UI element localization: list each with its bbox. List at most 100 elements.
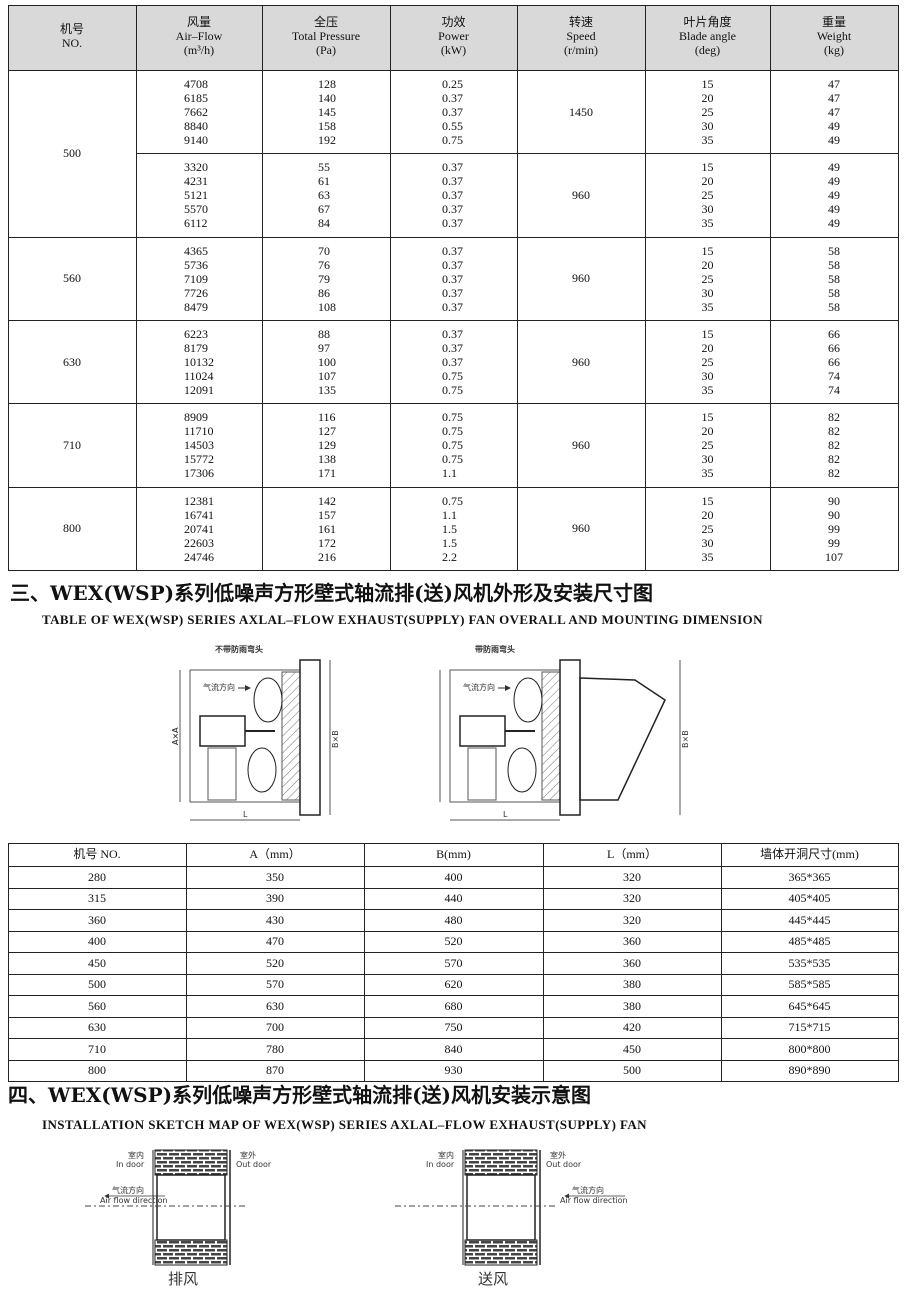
data-cell: 25 xyxy=(701,521,714,536)
motor xyxy=(199,715,246,747)
rule xyxy=(898,5,899,571)
data-cell: 70 xyxy=(318,243,330,258)
data-cell: 216 xyxy=(318,549,336,564)
dim-b: B×B xyxy=(331,730,340,748)
data-cell: 67 xyxy=(318,202,330,217)
data-cell: 315 xyxy=(88,891,106,905)
data-cell: 520 xyxy=(266,955,284,970)
header-cell: Blade angle xyxy=(679,29,736,43)
blade xyxy=(513,677,543,723)
data-cell: 585*585 xyxy=(788,977,831,991)
data-cell: 145 xyxy=(318,105,336,119)
outdoor: Out door xyxy=(546,1160,582,1169)
outdoor: 室外 xyxy=(240,1150,256,1160)
header-cell: 机号 xyxy=(59,22,84,36)
data-cell: 500 xyxy=(88,977,106,991)
data-cell: 12381 xyxy=(184,493,214,508)
rule xyxy=(186,843,187,1082)
data-cell: 86 xyxy=(318,285,330,300)
rule xyxy=(390,5,391,571)
data-cell: 800 xyxy=(88,1063,106,1077)
model-cell: 710 xyxy=(63,438,81,452)
header-cell: (deg) xyxy=(694,43,721,57)
data-cell: 700 xyxy=(266,1020,284,1034)
data-cell: 0.37 xyxy=(442,285,463,300)
data-cell: 400 xyxy=(88,934,106,948)
data-cell: 11024 xyxy=(184,369,214,383)
data-cell: 0.37 xyxy=(442,105,463,119)
data-cell: 76 xyxy=(318,257,330,272)
data-cell: 930 xyxy=(444,1063,463,1077)
data-cell: 470 xyxy=(266,934,284,948)
flow-label: 气流方向 xyxy=(203,682,235,692)
data-cell: 90 xyxy=(828,493,840,508)
flow: Air flow direction xyxy=(560,1196,628,1205)
data-cell: 0.75 xyxy=(442,493,463,508)
data-cell: 10132 xyxy=(184,355,214,369)
data-cell: 320 xyxy=(623,869,641,884)
rule xyxy=(136,5,137,571)
rule xyxy=(8,570,898,571)
data-cell: 0.37 xyxy=(442,216,463,231)
drawing-label: 不带防雨弯头 xyxy=(215,644,263,654)
data-cell: 8179 xyxy=(184,341,208,355)
data-cell: 66 xyxy=(828,355,840,369)
rule xyxy=(517,5,518,571)
header-cell: 转速 xyxy=(568,15,593,29)
data-cell: 7109 xyxy=(184,271,208,286)
data-cell: 570 xyxy=(444,955,463,970)
wall xyxy=(154,1149,228,1176)
dim-a: A×A xyxy=(171,727,180,745)
data-cell: 360 xyxy=(623,934,641,948)
data-cell: 25 xyxy=(701,438,714,453)
rule xyxy=(364,843,365,1082)
data-cell: 0.37 xyxy=(442,355,463,369)
data-cell: 680 xyxy=(444,998,463,1013)
data-cell: 140 xyxy=(318,91,336,105)
data-cell: 35 xyxy=(701,383,714,397)
data-cell: 570 xyxy=(266,977,284,991)
data-cell: 630 xyxy=(266,998,284,1013)
rule xyxy=(8,5,898,6)
data-cell: 128 xyxy=(318,77,336,91)
data-cell: 49 xyxy=(828,160,840,175)
data-cell: 49 xyxy=(828,216,840,231)
header-cell: 全压 xyxy=(313,15,338,29)
data-cell: 30 xyxy=(701,535,714,550)
data-cell: 116 xyxy=(318,410,336,425)
rule xyxy=(262,5,263,571)
data-cell: 0.25 xyxy=(442,77,463,91)
base xyxy=(467,747,497,801)
header-cell: (r/min) xyxy=(564,43,598,57)
data-cell: 1.5 xyxy=(442,521,457,536)
casing xyxy=(541,671,561,801)
data-cell: 55 xyxy=(318,160,330,175)
data-cell: 192 xyxy=(318,133,336,147)
flow: 气流方向 xyxy=(572,1185,604,1195)
data-cell: 12091 xyxy=(184,383,214,397)
model-cell: 630 xyxy=(63,354,81,369)
rule xyxy=(8,930,898,932)
data-cell: 79 xyxy=(318,271,330,286)
rule xyxy=(645,5,646,571)
header-cell: A（mm） xyxy=(249,847,301,861)
rule xyxy=(8,1059,898,1061)
data-cell: 0.37 xyxy=(442,188,463,203)
data-cell: 58 xyxy=(828,299,840,314)
data-cell: 645*645 xyxy=(788,998,831,1013)
data-cell: 14503 xyxy=(184,438,214,453)
speed-cell: 960 xyxy=(572,438,590,452)
rule xyxy=(8,887,898,889)
rule xyxy=(770,5,771,571)
data-cell: 480 xyxy=(444,912,463,927)
data-cell: 66 xyxy=(828,327,840,341)
data-cell: 20741 xyxy=(184,521,214,536)
header-cell: 功效 xyxy=(441,15,466,29)
speed-cell: 960 xyxy=(572,188,590,202)
data-cell: 158 xyxy=(318,119,336,133)
data-cell: 58 xyxy=(828,285,840,300)
data-cell: 5570 xyxy=(184,202,208,217)
data-cell: 82 xyxy=(828,466,840,481)
data-cell: 380 xyxy=(623,977,641,991)
